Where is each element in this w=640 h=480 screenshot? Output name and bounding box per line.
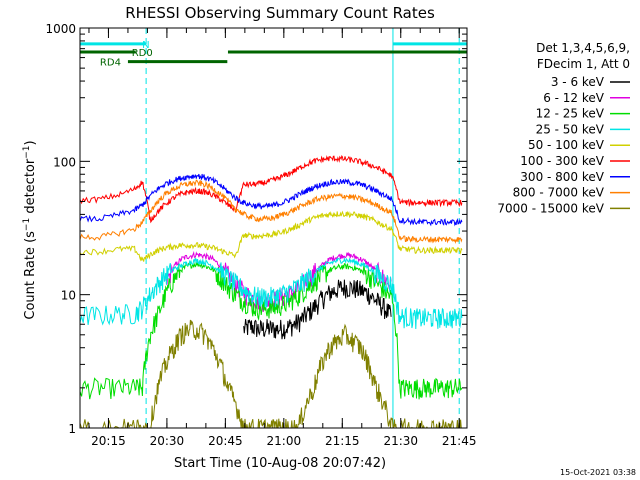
legend-entry-label: 800 - 7000 keV [513, 186, 605, 200]
y-tick-label: 10 [61, 289, 76, 303]
y-tick-label: 1000 [45, 22, 76, 36]
y-axis-label: Count Rate (s−1 detector−1) [22, 140, 38, 319]
x-tick-label: 21:45 [442, 434, 477, 448]
series-line-6 [80, 173, 463, 227]
chart-title: RHESSI Observing Summary Count Rates [125, 4, 435, 22]
legend-header-line1: Det 1,3,4,5,6,9, [536, 41, 630, 55]
legend: Det 1,3,4,5,6,9, FDecim 1, Att 0 3 - 6 k… [497, 41, 630, 215]
legend-entry-label: 7000 - 15000 keV [497, 201, 604, 215]
legend-header-line2: FDecim 1, Att 0 [537, 57, 630, 71]
series-line-7 [80, 179, 463, 244]
legend-entry-label: 25 - 50 keV [536, 122, 605, 136]
series-line-1 [165, 250, 392, 312]
legend-entry-label: 50 - 100 keV [528, 138, 605, 152]
x-tick-label: 21:00 [267, 434, 302, 448]
flag-bar-label: RD0 [132, 48, 153, 59]
series-lines [80, 154, 463, 428]
series-line-3 [80, 257, 463, 330]
plot-frame [79, 27, 468, 429]
y-tick-label: 100 [53, 155, 76, 169]
x-tick-label: 20:45 [208, 434, 243, 448]
vertical-markers [79, 28, 460, 428]
series-line-4 [80, 210, 463, 262]
legend-entry-label: 12 - 25 keV [536, 107, 605, 121]
legend-entry-label: 300 - 800 keV [520, 170, 604, 184]
y-tick-label: 1 [68, 422, 76, 436]
legend-entry-label: 3 - 6 keV [551, 75, 605, 89]
footer-date: 15-Oct-2021 03:38 [560, 468, 636, 477]
x-axis: 20:15 20:30 20:45 21:00 21:15 21:30 21:45 [88, 28, 477, 448]
x-tick-label: 20:30 [150, 434, 185, 448]
x-tick-label: 21:30 [383, 434, 418, 448]
x-tick-label: 20:15 [91, 434, 126, 448]
x-tick-label: 21:15 [325, 434, 360, 448]
series-line-2 [80, 261, 463, 400]
series-line-5 [80, 154, 463, 224]
legend-entry-label: 6 - 12 keV [543, 91, 605, 105]
flag-bar-label: N [142, 40, 149, 51]
series-line-8 [80, 319, 462, 428]
legend-entry-label: 100 - 300 keV [520, 154, 604, 168]
x-axis-label: Start Time (10-Aug-08 20:07:42) [174, 456, 386, 471]
y-axis: 1 10 100 1000 [45, 22, 467, 436]
series-line-0 [243, 279, 392, 340]
flag-bar-label: RD4 [100, 58, 121, 69]
